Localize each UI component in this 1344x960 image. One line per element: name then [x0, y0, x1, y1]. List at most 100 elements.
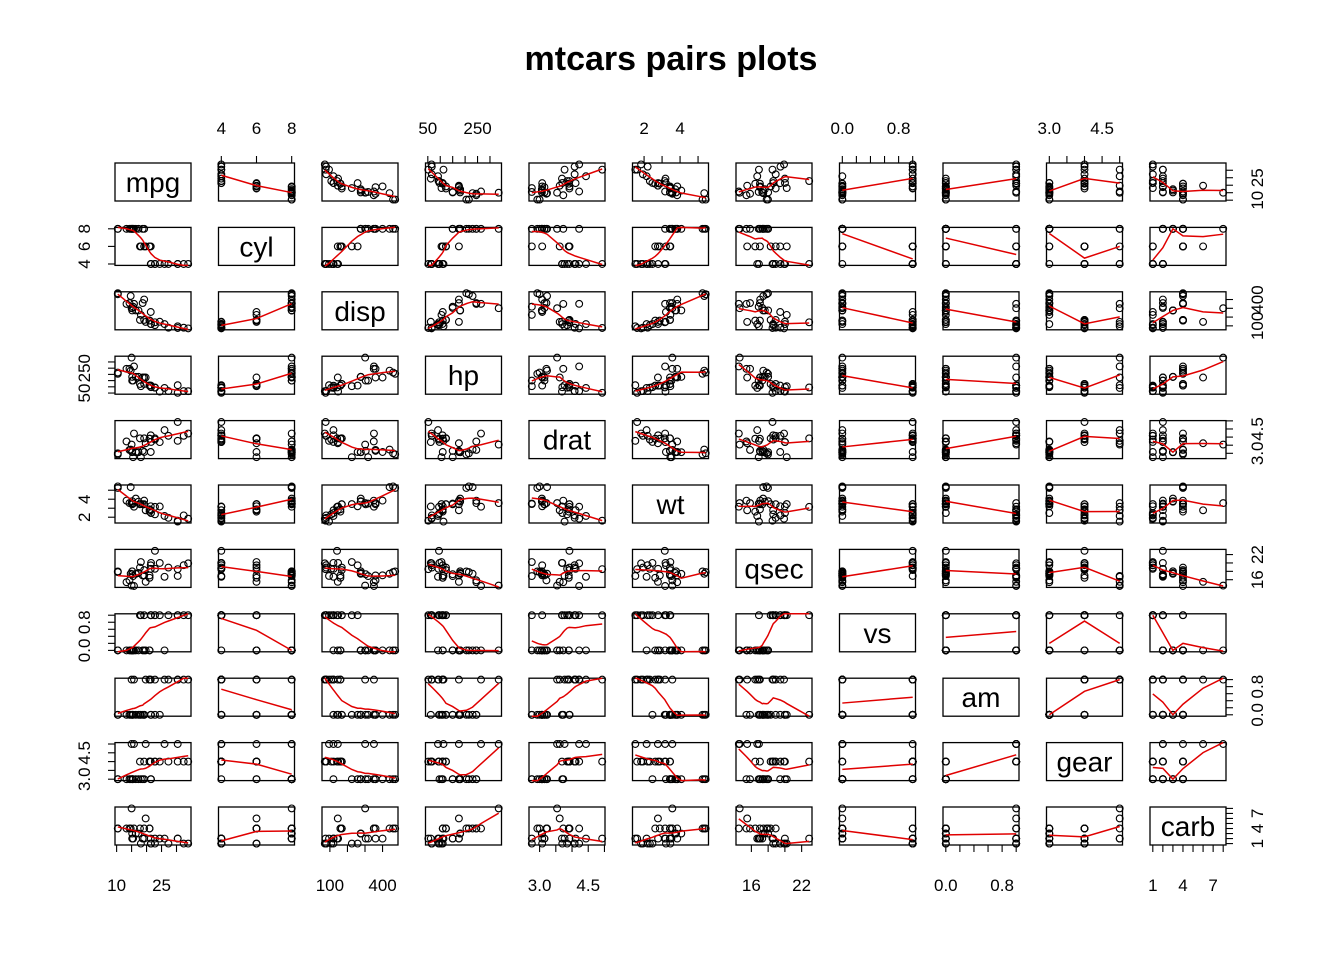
point: [217, 675, 226, 684]
point: [560, 740, 569, 748]
point: [582, 572, 590, 581]
point: [734, 824, 743, 833]
point: [575, 187, 584, 196]
point: [838, 814, 847, 823]
panel-wt-drat: [528, 484, 606, 524]
points-am-vs-qsec: [734, 675, 814, 719]
point: [735, 440, 744, 449]
point: [1158, 611, 1167, 620]
point: [130, 675, 138, 684]
point: [1115, 675, 1124, 684]
point: [633, 388, 642, 397]
point: [1080, 242, 1089, 251]
point: [941, 320, 950, 329]
smooth-line-vs-vs-qsec: [738, 613, 810, 652]
point: [1115, 804, 1124, 813]
point: [677, 224, 686, 233]
point: [631, 834, 640, 843]
point: [560, 611, 569, 620]
point: [389, 224, 398, 233]
point: [252, 740, 261, 748]
point: [462, 195, 471, 204]
point: [742, 775, 751, 784]
point: [472, 496, 481, 505]
points-am-vs-cyl: [217, 675, 296, 719]
panel-gear-drat: [528, 741, 606, 782]
point: [1168, 448, 1177, 457]
point: [742, 496, 751, 505]
panel-vs-am: [942, 613, 1020, 653]
point: [771, 757, 780, 766]
point: [472, 445, 481, 454]
panel-wt-disp: [321, 484, 399, 524]
point: [582, 646, 590, 655]
point: [146, 381, 155, 390]
point: [1012, 517, 1021, 526]
point: [252, 646, 261, 655]
point: [908, 436, 917, 445]
point: [1179, 507, 1187, 516]
point: [637, 160, 646, 169]
panel-gear-cyl: [217, 741, 296, 782]
point: [908, 824, 917, 833]
point: [448, 646, 457, 655]
point: [575, 740, 584, 748]
point: [146, 431, 155, 440]
point: [538, 561, 547, 570]
point: [558, 839, 567, 848]
point: [555, 646, 564, 655]
smooth-line-qsec-vs-wt: [635, 568, 706, 580]
smooth-line-qsec-vs-carb: [1152, 564, 1224, 587]
point: [287, 295, 296, 304]
point: [751, 675, 760, 684]
point: [287, 185, 296, 194]
point: [1045, 188, 1054, 197]
point: [325, 260, 333, 268]
point: [651, 675, 660, 684]
point: [759, 366, 768, 375]
point: [361, 675, 370, 684]
point: [1148, 710, 1157, 719]
smooth-line-cyl-vs-disp: [324, 226, 396, 267]
point: [1158, 260, 1167, 268]
point: [769, 179, 778, 188]
points-qsec-vs-carb: [1148, 546, 1228, 590]
panel-gear-vs: [838, 741, 917, 782]
point: [558, 509, 567, 517]
point: [759, 483, 768, 492]
panel-am-gear: [1045, 677, 1124, 717]
point: [1045, 320, 1054, 329]
point: [468, 775, 477, 784]
point: [462, 824, 471, 833]
point: [146, 308, 155, 316]
point: [164, 563, 173, 572]
point: [838, 511, 847, 520]
point: [668, 581, 677, 590]
x-axis-qsec: 16 22: [742, 844, 811, 895]
point: [173, 418, 182, 426]
point: [468, 483, 477, 492]
smooth-line-drat-vs-hp: [427, 430, 499, 452]
point: [538, 179, 547, 188]
point: [426, 438, 435, 447]
x-axis-disp: 100 400: [316, 844, 397, 895]
point: [782, 242, 791, 251]
point: [136, 757, 144, 766]
point: [1115, 299, 1124, 308]
point: [1045, 242, 1054, 251]
point: [638, 611, 647, 620]
point: [287, 646, 296, 655]
point: [217, 502, 226, 511]
point: [371, 183, 380, 192]
smooth-line-gear-vs-am: [945, 754, 1017, 777]
point: [1179, 179, 1187, 188]
smooth-line-qsec-vs-drat: [531, 568, 603, 576]
smooth-line-disp-vs-hp: [427, 301, 499, 330]
point: [130, 824, 138, 833]
smooth-line-wt-vs-hp: [427, 497, 499, 519]
points-am-vs-hp: [424, 675, 503, 719]
point: [252, 577, 261, 586]
point: [540, 834, 549, 843]
